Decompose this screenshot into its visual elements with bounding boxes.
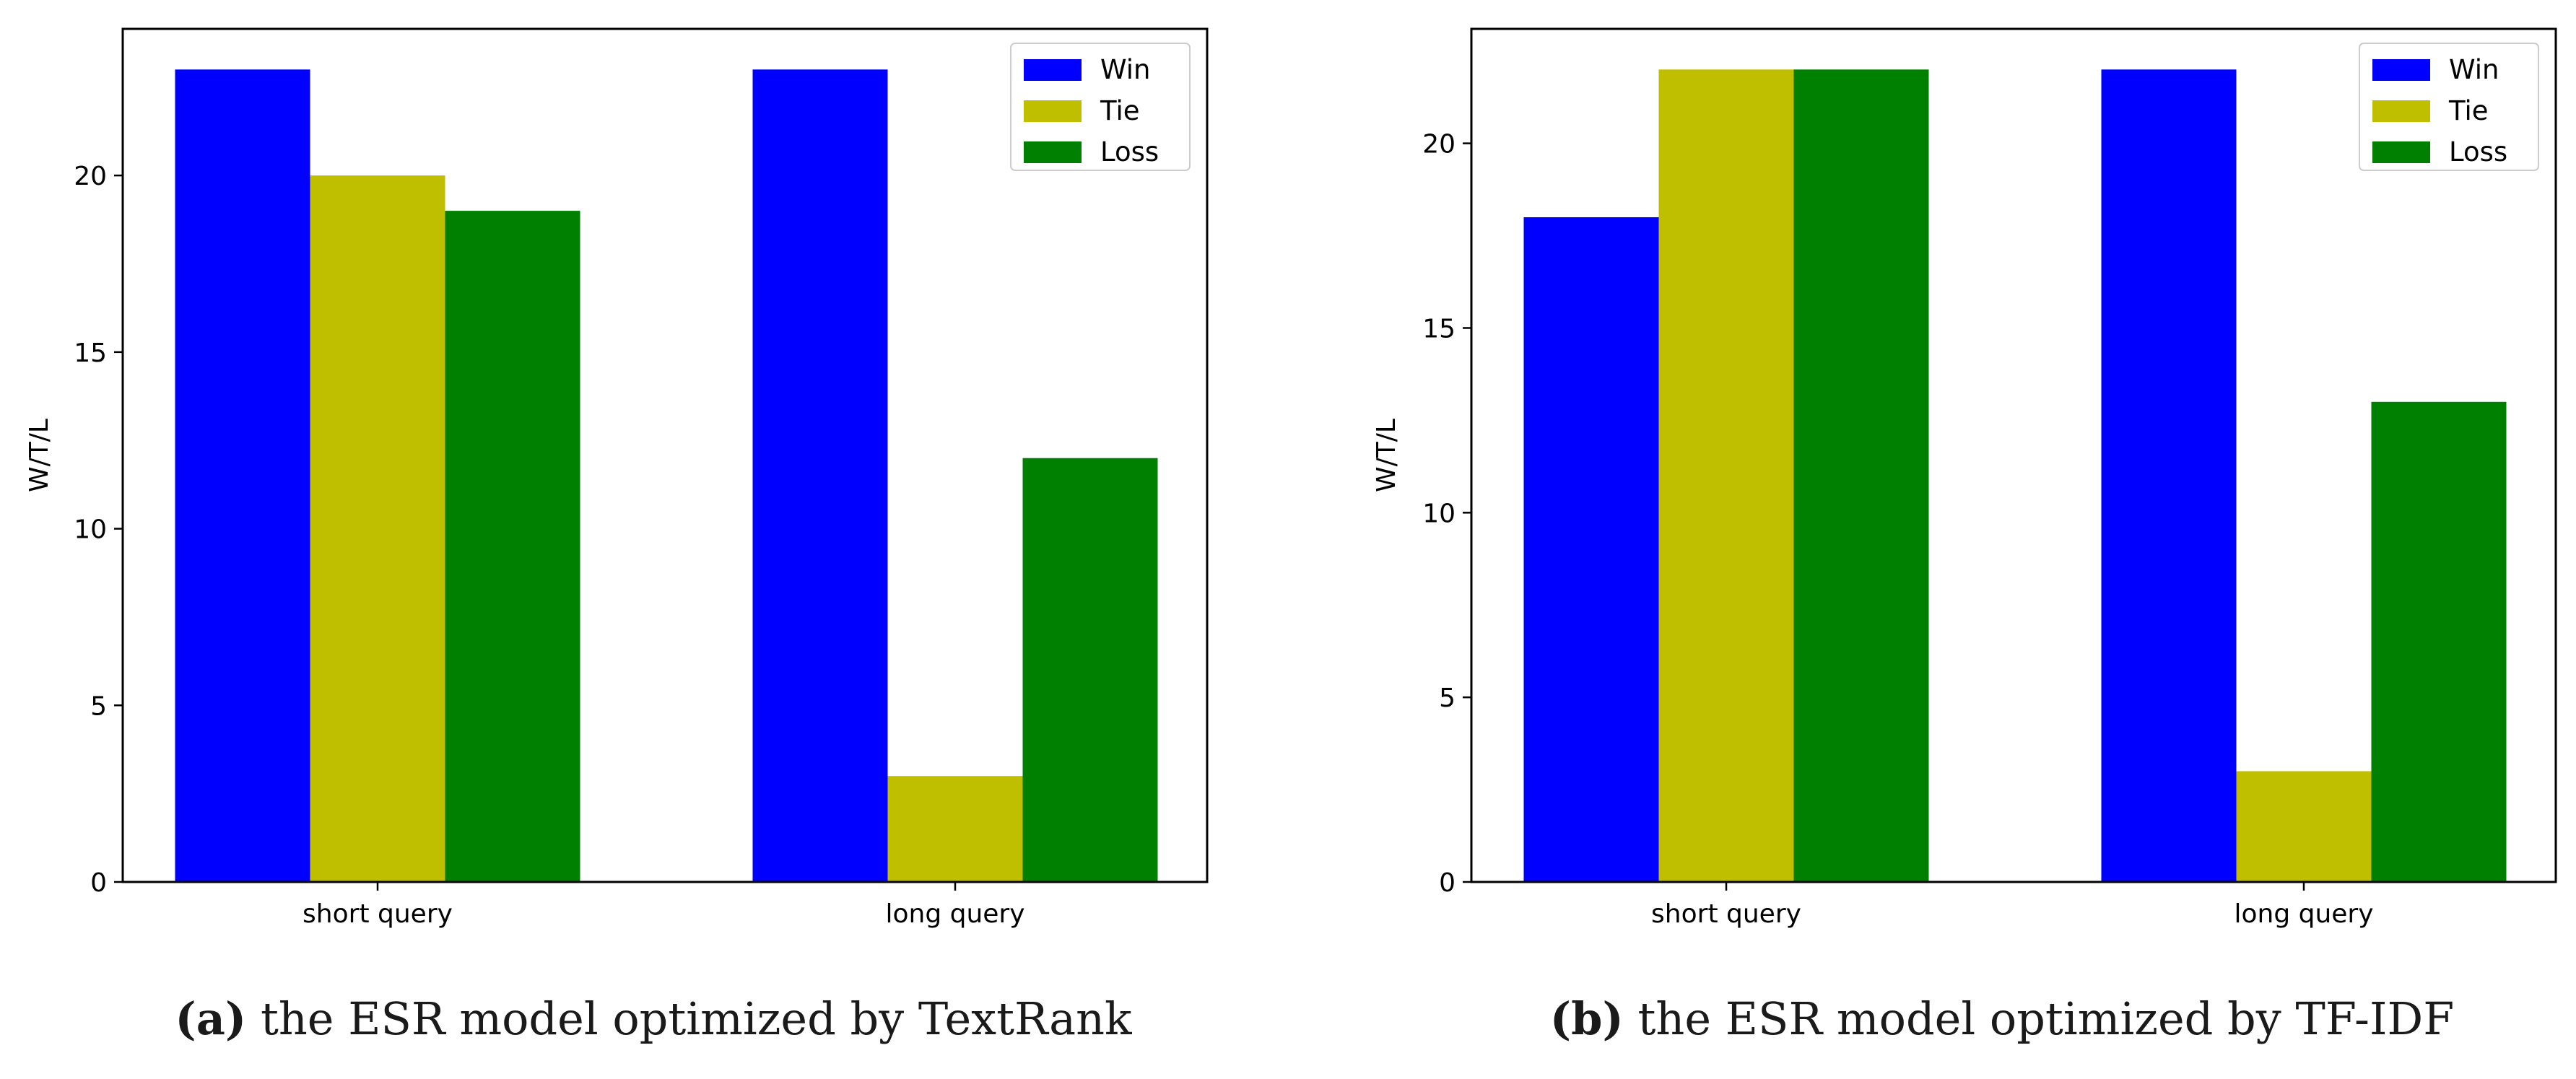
legend-label-tie: Tie	[2448, 95, 2489, 126]
caption-a: (a) the ESR model optimized by TextRank	[175, 992, 1131, 1045]
y-tick-label: 10	[74, 515, 107, 545]
legend-label-loss: Loss	[2449, 136, 2507, 167]
x-tick-label: short query	[303, 899, 453, 929]
bar-loss-long-query	[1022, 458, 1158, 882]
y-axis-label: W/T/L	[1372, 419, 1401, 492]
axes-frame	[1470, 27, 2557, 883]
bar-win-short-query	[1523, 217, 1659, 882]
bar-tie-long-query	[887, 776, 1023, 882]
axes-frame	[121, 27, 1209, 883]
y-tick-label: 15	[1422, 314, 1455, 344]
y-tick-label: 0	[90, 868, 107, 898]
bar-tie-long-query	[2236, 771, 2372, 882]
bar-tie-short-query	[1658, 69, 1794, 882]
legend-swatch-loss	[1024, 141, 1082, 163]
caption-a-letter: (a)	[175, 992, 247, 1045]
legend: Win Tie Loss	[1010, 43, 1191, 171]
bar-loss-long-query	[2371, 401, 2507, 882]
y-tick-label: 15	[74, 338, 107, 368]
caption-b: (b) the ESR model optimized by TF-IDF	[1550, 992, 2454, 1045]
y-tick-label: 0	[1439, 868, 1455, 898]
x-tick-label: short query	[1651, 899, 1801, 929]
x-tick-label: long query	[2234, 899, 2373, 929]
chart-panel-a: 0 5 10 15 20 short query long query W/T/L Win Tie…	[25, 27, 1209, 929]
bar-loss-short-query	[445, 211, 580, 883]
legend-label-tie: Tie	[1100, 95, 1140, 126]
legend-swatch-tie	[2372, 100, 2430, 122]
y-tick-label: 5	[1439, 683, 1455, 713]
bar-win-long-query	[2101, 69, 2237, 882]
y-tick-label: 20	[74, 162, 107, 191]
y-tick-label: 5	[90, 691, 107, 721]
chart-panel-b: 0 5 10 15 20 short query long query W/T/L Win Tie…	[1372, 27, 2557, 929]
legend-swatch-win	[2372, 59, 2430, 81]
legend: Win Tie Loss	[2359, 43, 2539, 171]
x-tick-label: long query	[885, 899, 1024, 929]
y-tick-label: 20	[1422, 130, 1455, 160]
legend-swatch-loss	[2372, 141, 2430, 163]
legend-label-loss: Loss	[1100, 136, 1159, 167]
legend-label-win: Win	[2449, 54, 2499, 85]
caption-b-letter: (b)	[1549, 992, 1624, 1045]
y-tick-label: 10	[1422, 499, 1455, 528]
caption-a-text: the ESR model optimized by TextRank	[246, 992, 1132, 1045]
bar-loss-short-query	[1793, 69, 1929, 882]
legend-swatch-tie	[1024, 100, 1082, 122]
legend-swatch-win	[1024, 59, 1082, 81]
y-axis-label: W/T/L	[25, 419, 54, 492]
bar-win-long-query	[752, 69, 888, 882]
bar-win-short-query	[175, 69, 310, 882]
bar-tie-short-query	[310, 175, 445, 883]
legend-label-win: Win	[1100, 54, 1151, 85]
caption-b-text: the ESR model optimized by TF-IDF	[1623, 992, 2455, 1045]
